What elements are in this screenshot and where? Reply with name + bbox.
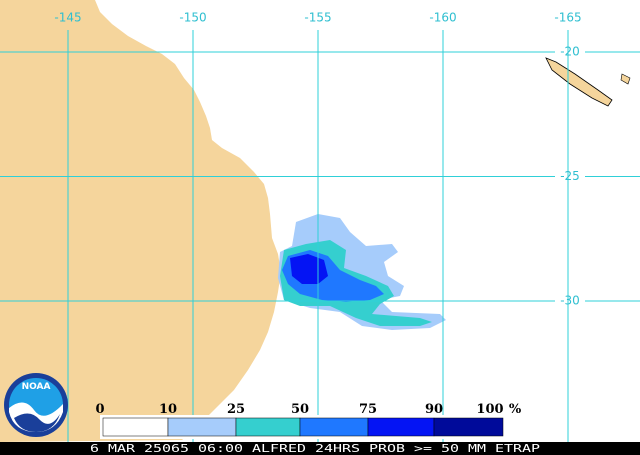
legend-label: 0	[95, 402, 104, 417]
legend-swatch	[367, 417, 435, 437]
legend-label: 90	[425, 402, 443, 417]
australia-land	[0, 0, 281, 442]
legend-swatch	[235, 417, 301, 437]
longitude-label: -160	[429, 11, 456, 25]
legend-label: 75	[359, 402, 377, 417]
latitude-label: -30	[560, 294, 580, 308]
footer-text: 6 MAR 25065 06:00 ALFRED 24HRS PROB >= 5…	[90, 442, 540, 455]
longitude-label: -155	[304, 11, 331, 25]
footer-bar	[0, 442, 640, 455]
legend-swatch	[299, 417, 369, 437]
legend-unit: %	[509, 402, 522, 417]
noaa-logo: NOAA	[4, 373, 68, 437]
legend-label: 50	[291, 402, 309, 417]
latitude-label: -20	[560, 45, 580, 59]
legend-label: 10	[159, 402, 177, 417]
graticule	[0, 30, 640, 442]
latitude-label: -25	[560, 169, 580, 183]
legend-swatch	[433, 417, 504, 437]
legend-swatch	[167, 417, 237, 437]
longitude-label: -150	[179, 11, 206, 25]
logo-sea	[14, 413, 60, 432]
legend-swatch	[102, 417, 169, 437]
color-legend: 0 10 25 50 75 90 100%	[95, 402, 522, 439]
island	[620, 73, 631, 85]
legend-label: 25	[227, 402, 245, 417]
graticule-labels: -145 -150 -155 -160 -165 -20 -25 -30	[54, 11, 581, 308]
legend-label: 100	[476, 402, 503, 417]
logo-text: NOAA	[22, 382, 51, 392]
longitude-label: -145	[54, 11, 81, 25]
new-caledonia	[545, 57, 613, 107]
longitude-label: -165	[554, 11, 581, 25]
